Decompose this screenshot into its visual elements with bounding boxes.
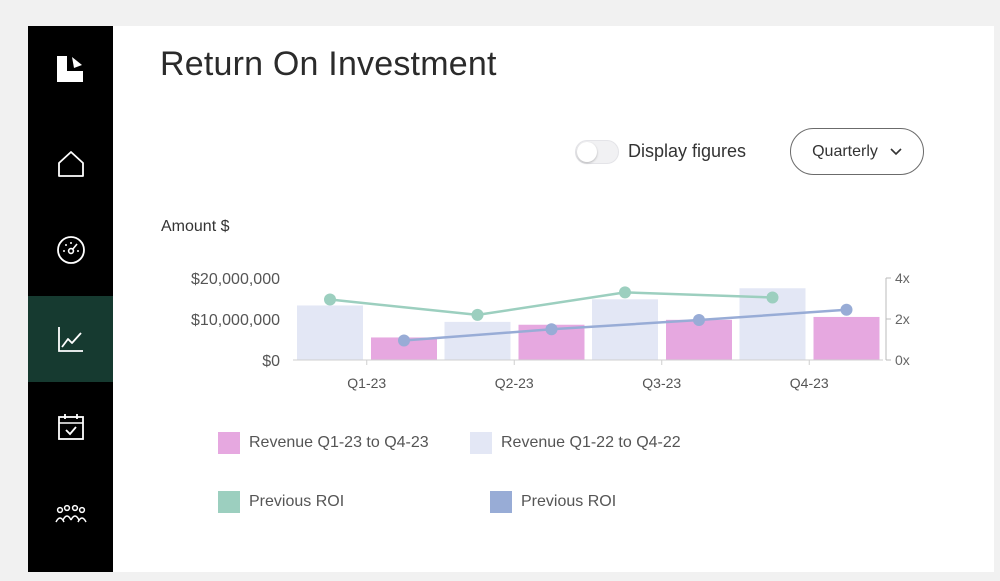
period-select[interactable]: Quarterly [790, 128, 924, 175]
roi-blue-point [398, 334, 410, 347]
nav-item-dashboard[interactable] [28, 207, 113, 293]
bar-revenue-2022 [592, 299, 658, 360]
roi-green-point [619, 286, 631, 299]
roi-blue-point [545, 323, 558, 336]
page-title: Return On Investment [160, 45, 497, 83]
legend-item-revenue-2022: Revenue Q1-22 to Q4-22 [470, 432, 681, 454]
legend-label-revenue-2023: Revenue Q1-23 to Q4-23 [249, 434, 429, 451]
roi-green-point [324, 293, 336, 306]
roi-green-line [329, 291, 773, 317]
period-select-value: Quarterly [812, 142, 878, 160]
bar-revenue-2023 [666, 319, 732, 360]
legend-item-revenue-2023: Revenue Q1-23 to Q4-23 [218, 432, 429, 454]
y-tick-label: $10,000,000 [191, 312, 280, 329]
gauge-icon [56, 236, 85, 264]
y-tick-label: $20,000,000 [191, 271, 280, 288]
x-tick-label: Q1-23 [347, 375, 386, 391]
roi-green-point [471, 308, 484, 321]
display-figures-toggle[interactable] [575, 140, 619, 164]
legend-swatch-revenue-2023 [218, 432, 240, 454]
legend-swatch-roi-green [218, 491, 240, 513]
bar-revenue-2022 [297, 305, 363, 360]
legend-swatch-roi-blue [490, 491, 512, 513]
bar-revenue-2023 [371, 337, 437, 360]
brand-logo [57, 56, 83, 82]
bar-revenue-2022 [444, 321, 511, 360]
chevron-down-icon [890, 147, 902, 155]
roi-green-point [766, 291, 779, 304]
chart-line-icon [57, 327, 83, 352]
legend-item-roi-blue: Previous ROI [490, 491, 616, 513]
team-icon [54, 504, 87, 523]
roi-blue-point [840, 303, 853, 316]
legend-label-roi-blue: Previous ROI [521, 493, 617, 510]
y-tick-label: $0 [262, 353, 280, 370]
nav-item-calendar[interactable] [28, 384, 113, 470]
legend-label-roi-green: Previous ROI [249, 493, 345, 510]
nav-item-home[interactable] [28, 121, 113, 207]
y2-tick-label: 2x [895, 311, 910, 327]
sidebar [28, 26, 113, 572]
legend-item-roi-green: Previous ROI [218, 491, 344, 513]
home-icon [57, 151, 84, 177]
display-figures-label: Display figures [628, 141, 747, 161]
y2-tick-label: 0x [895, 352, 910, 368]
x-tick-label: Q3-23 [642, 375, 681, 391]
y-axis-label: Amount $ [161, 218, 230, 235]
roi-blue-point [693, 314, 705, 327]
legend-label-revenue-2022: Revenue Q1-22 to Q4-22 [501, 434, 681, 451]
calendar-check-icon [57, 414, 84, 440]
nav-item-analytics[interactable] [28, 296, 113, 382]
nav-item-team[interactable] [28, 472, 113, 558]
roi-blue-line [403, 308, 847, 342]
x-tick-label: Q2-23 [495, 375, 534, 391]
legend-swatch-revenue-2022 [470, 432, 492, 454]
y2-tick-label: 4x [895, 270, 910, 286]
toggle-knob [577, 142, 597, 162]
roi-card: Return On Investment Display figures Qua… [28, 26, 994, 572]
x-tick-label: Q4-23 [790, 375, 829, 391]
bar-revenue-2023 [813, 316, 880, 360]
roi-chart: Amount $ $0 $10,000,000 $20,000,000 0x 2x 4x Q1… [161, 218, 910, 391]
